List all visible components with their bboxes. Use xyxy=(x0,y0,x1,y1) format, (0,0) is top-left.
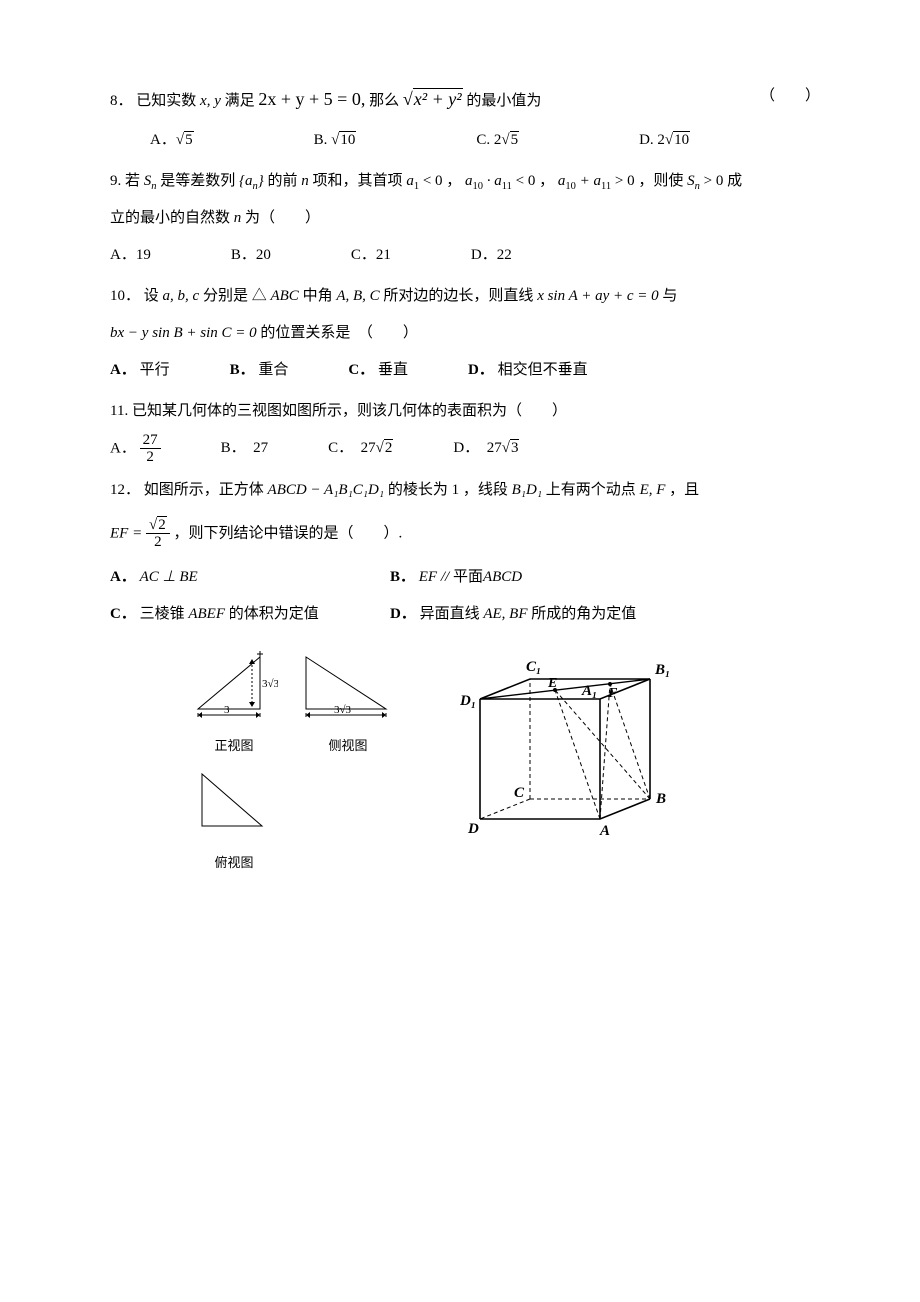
q8-stem-a: 已知实数 xyxy=(136,93,200,109)
svg-text:E: E xyxy=(547,676,557,691)
svg-text:D₁: D₁ xyxy=(460,693,476,709)
top-view: 俯视图 xyxy=(190,766,400,878)
q12-opt-a: A． AC ⊥ BE xyxy=(110,561,390,594)
side-view: 3√3 侧视图 xyxy=(298,649,398,761)
q9-opt-b: B．20 xyxy=(231,239,271,272)
front-view-label: 正视图 xyxy=(190,732,278,761)
q9-opt-a: A．19 xyxy=(110,239,151,272)
cube-svg: C₁ B₁ D₁ A₁ E F C B D A xyxy=(460,649,680,839)
q8-sqrt: x² + y² xyxy=(403,80,463,120)
svg-text:B₁: B₁ xyxy=(654,662,670,678)
q8-eq: 2x + y + 5 = 0, xyxy=(258,89,365,109)
three-views-figure: 3√3 3 正视图 3√3 xyxy=(190,649,400,878)
q12-opt-c: C． 三棱锥 ABEF 的体积为定值 xyxy=(110,598,390,631)
svg-text:3: 3 xyxy=(224,704,230,716)
q9-options: A．19 B．20 C．21 D．22 xyxy=(110,239,820,272)
q8-opt-a: A．5 xyxy=(150,124,194,157)
figures-row: 3√3 3 正视图 3√3 xyxy=(190,649,820,878)
q8-opt-d: D. 210 xyxy=(639,124,690,157)
q11-opt-b: B． 27 xyxy=(221,432,269,465)
question-12-line2: EF = 22 ，则下列结论中错误的是（ ）. xyxy=(110,517,820,551)
q8-number: 8． xyxy=(110,93,133,109)
q12-options-row2: C． 三棱锥 ABEF 的体积为定值 D． 异面直线 AE, BF 所成的角为定… xyxy=(110,598,820,631)
q9-opt-c: C．21 xyxy=(351,239,391,272)
svg-text:3√3: 3√3 xyxy=(334,704,352,716)
question-9: 9. 若 Sn 是等差数列 {an} 的前 n 项和，其首项 a1 < 0 ， … xyxy=(110,165,820,198)
svg-text:A₁: A₁ xyxy=(581,683,597,699)
q8-paren: （ ） xyxy=(760,80,820,113)
front-view: 3√3 3 正视图 xyxy=(190,649,278,761)
q12-opt-b: B． EF // 平面ABCD xyxy=(390,561,820,594)
q11-opt-a: A． 272 xyxy=(110,432,161,466)
q10-opt-d: D． 相交但不垂直 xyxy=(468,354,588,387)
q11-opt-d: D． 273 xyxy=(453,432,519,465)
q8-opt-b: B. 10 xyxy=(314,124,357,157)
q10-opt-a: A． 平行 xyxy=(110,354,170,387)
q12-opt-d: D． 异面直线 AE, BF 所成的角为定值 xyxy=(390,598,820,631)
q9-opt-d: D．22 xyxy=(471,239,512,272)
top-view-svg xyxy=(190,766,278,836)
q8-sqrt-inner: x² + y² xyxy=(413,88,463,109)
q10-options: A． 平行 B． 重合 C． 垂直 D． 相交但不垂直 xyxy=(110,354,820,387)
q8-stem-c: 那么 xyxy=(369,93,399,109)
side-view-label: 侧视图 xyxy=(298,732,398,761)
svg-text:A: A xyxy=(599,823,610,839)
svg-text:D: D xyxy=(467,821,479,837)
q11-opt-c: C． 272 xyxy=(328,432,393,465)
q12-options-row1: A． AC ⊥ BE B． EF // 平面ABCD xyxy=(110,561,820,594)
top-view-label: 俯视图 xyxy=(190,849,278,878)
q8-options: A．5 B. 10 C. 25 D. 210 xyxy=(150,124,820,157)
svg-text:C: C xyxy=(514,785,525,801)
question-8: 8． 已知实数 x, y 满足 2x + y + 5 = 0, 那么 x² + … xyxy=(110,80,820,120)
question-10-line2: bx − y sin B + sin C = 0 的位置关系是 （ ） xyxy=(110,317,820,350)
question-10: 10． 设 a, b, c 分别是 △ ABC 中角 A, B, C 所对边的边… xyxy=(110,280,820,313)
question-12: 12． 如图所示，正方体 ABCD − A₁B₁C₁D₁ 的棱长为 1 ，线段 … xyxy=(110,474,820,507)
question-9-line2: 立的最小的自然数 n 为（ ） xyxy=(110,202,820,235)
q9-number: 9. xyxy=(110,173,121,189)
question-11: 11. 已知某几何体的三视图如图所示，则该几何体的表面积为（ ） xyxy=(110,395,820,428)
q10-opt-c: C． 垂直 xyxy=(348,354,408,387)
q8-stem-d: 的最小值为 xyxy=(466,93,541,109)
q8-vars: x, y xyxy=(200,93,221,109)
svg-text:C₁: C₁ xyxy=(526,659,541,675)
svg-text:F: F xyxy=(607,686,618,701)
svg-text:B: B xyxy=(655,791,666,807)
q8-opt-c: C. 25 xyxy=(476,124,519,157)
q8-stem-b: 满足 xyxy=(225,93,259,109)
q11-options: A． 272 B． 27 C． 272 D． 273 xyxy=(110,432,820,466)
svg-text:3√3: 3√3 xyxy=(262,678,278,690)
front-view-svg: 3√3 3 xyxy=(190,649,278,719)
cube-figure: C₁ B₁ D₁ A₁ E F C B D A xyxy=(460,649,680,852)
side-view-svg: 3√3 xyxy=(298,649,398,719)
q10-opt-b: B． 重合 xyxy=(230,354,289,387)
